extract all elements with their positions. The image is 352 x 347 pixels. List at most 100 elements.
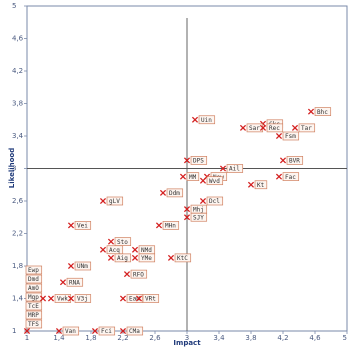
point-label-text: CMa <box>129 328 140 335</box>
point-label: Dcl <box>206 196 224 206</box>
x-tick-label: 1,8 <box>85 334 96 342</box>
point-marker <box>131 254 139 261</box>
data-point: CMa <box>119 326 144 336</box>
point-label: KtC <box>174 253 192 263</box>
point-label: Van <box>62 326 80 336</box>
data-points: BhcCkcSarRecTarUinFsmDPSBVRAilNewMMWvdFa… <box>23 107 332 336</box>
point-marker <box>123 271 131 278</box>
point-label-text: RNA <box>69 279 80 286</box>
y-tick-label: 1,8 <box>12 262 23 270</box>
point-label-text: Van <box>65 328 76 335</box>
point-marker <box>191 116 199 123</box>
point-label-box <box>190 156 208 165</box>
point-label-text: Dmd <box>28 276 39 283</box>
data-point: MHn <box>155 221 180 230</box>
x-tick-label: 4,2 <box>277 334 288 342</box>
point-label-text: Ewp <box>28 267 39 274</box>
point-label-text: Uin <box>201 117 212 124</box>
point-label: V3j <box>74 294 92 303</box>
point-label: SJY <box>190 212 208 222</box>
point-label-text: Mgp <box>28 294 39 301</box>
data-point <box>39 295 47 302</box>
point-label: NMd <box>138 245 156 255</box>
point-label-text: gLV <box>109 198 120 205</box>
point-label: Ail <box>226 164 244 173</box>
point-label: YMe <box>138 253 156 263</box>
data-point: RFO <box>123 269 148 279</box>
point-marker <box>199 177 207 184</box>
point-label-text: VRt <box>145 296 156 303</box>
point-label-box <box>142 294 160 303</box>
point-label-text: RFO <box>133 271 144 278</box>
point-marker <box>47 295 55 302</box>
point-label-box <box>106 196 124 206</box>
point-label-text: EaN <box>129 296 140 303</box>
point-label-text: Sar <box>249 125 260 132</box>
point-marker <box>183 157 191 164</box>
y-tick-label: 5 <box>12 2 16 10</box>
point-marker <box>23 327 31 335</box>
point-marker <box>199 197 207 205</box>
data-point: Fci <box>91 326 116 336</box>
point-label-box <box>286 156 304 165</box>
point-label-text: SJY <box>193 214 204 221</box>
data-point: Sto <box>107 237 132 246</box>
stack-label: MRP <box>25 310 43 320</box>
point-label: BVR <box>286 156 304 165</box>
data-point: Vei <box>67 221 92 230</box>
x-tick-label: 5 <box>343 334 347 342</box>
point-marker <box>59 279 67 286</box>
y-tick-label: 1 <box>12 327 16 335</box>
data-point: gLV <box>99 196 124 206</box>
point-label-text: MRP <box>28 312 39 319</box>
point-marker <box>183 214 191 221</box>
point-label: Sar <box>246 123 264 133</box>
y-axis-title: Likelihood <box>8 148 16 189</box>
point-label-box <box>174 253 192 263</box>
y-tick-label: 3 <box>12 165 16 173</box>
x-tick-label: 1,4 <box>53 334 65 342</box>
point-marker <box>291 124 299 131</box>
point-label-box <box>226 164 244 173</box>
point-label-text: Kt <box>257 182 265 189</box>
data-point: Aig <box>107 253 132 263</box>
point-label: Aig <box>114 253 132 263</box>
y-tick-label: 2,2 <box>12 230 23 238</box>
point-label-text: Rec <box>269 125 280 132</box>
data-point: Van <box>55 326 80 336</box>
point-label-text: DPS <box>193 158 204 165</box>
point-label-text: YMe <box>141 255 152 262</box>
point-label: Vei <box>74 221 92 230</box>
data-point: Acq <box>99 245 124 255</box>
point-marker <box>183 206 191 213</box>
point-label-text: TcE <box>28 303 39 310</box>
point-label-text: Bhc <box>317 109 328 116</box>
point-label-box <box>314 107 332 116</box>
data-point: Uin <box>191 115 216 125</box>
data-point: SJY <box>183 212 208 222</box>
point-label-box <box>126 326 144 336</box>
data-point: BVR <box>279 156 304 165</box>
point-marker <box>167 254 175 261</box>
point-marker <box>67 295 75 302</box>
point-label-text: BVR <box>289 158 300 165</box>
point-marker <box>55 327 63 335</box>
point-label-box <box>114 253 132 263</box>
point-label-box <box>66 277 84 287</box>
point-label: RFO <box>130 269 148 279</box>
point-label: Ddm <box>166 188 184 198</box>
point-label-text: Vwk <box>57 296 68 303</box>
point-label-text: Mhj <box>193 206 204 213</box>
point-label: VRt <box>142 294 160 303</box>
point-marker <box>67 222 75 229</box>
point-label-box <box>74 294 92 303</box>
point-label-box <box>282 172 300 181</box>
point-label-box <box>25 265 43 275</box>
point-label: Bhc <box>314 107 332 116</box>
point-label: Kt <box>254 180 268 190</box>
point-label-text: Fci <box>101 328 112 335</box>
y-tick-label: 4,6 <box>12 35 24 43</box>
point-marker <box>99 246 107 253</box>
data-point: Ddm <box>159 188 184 198</box>
y-tick-label: 3,8 <box>12 100 23 108</box>
